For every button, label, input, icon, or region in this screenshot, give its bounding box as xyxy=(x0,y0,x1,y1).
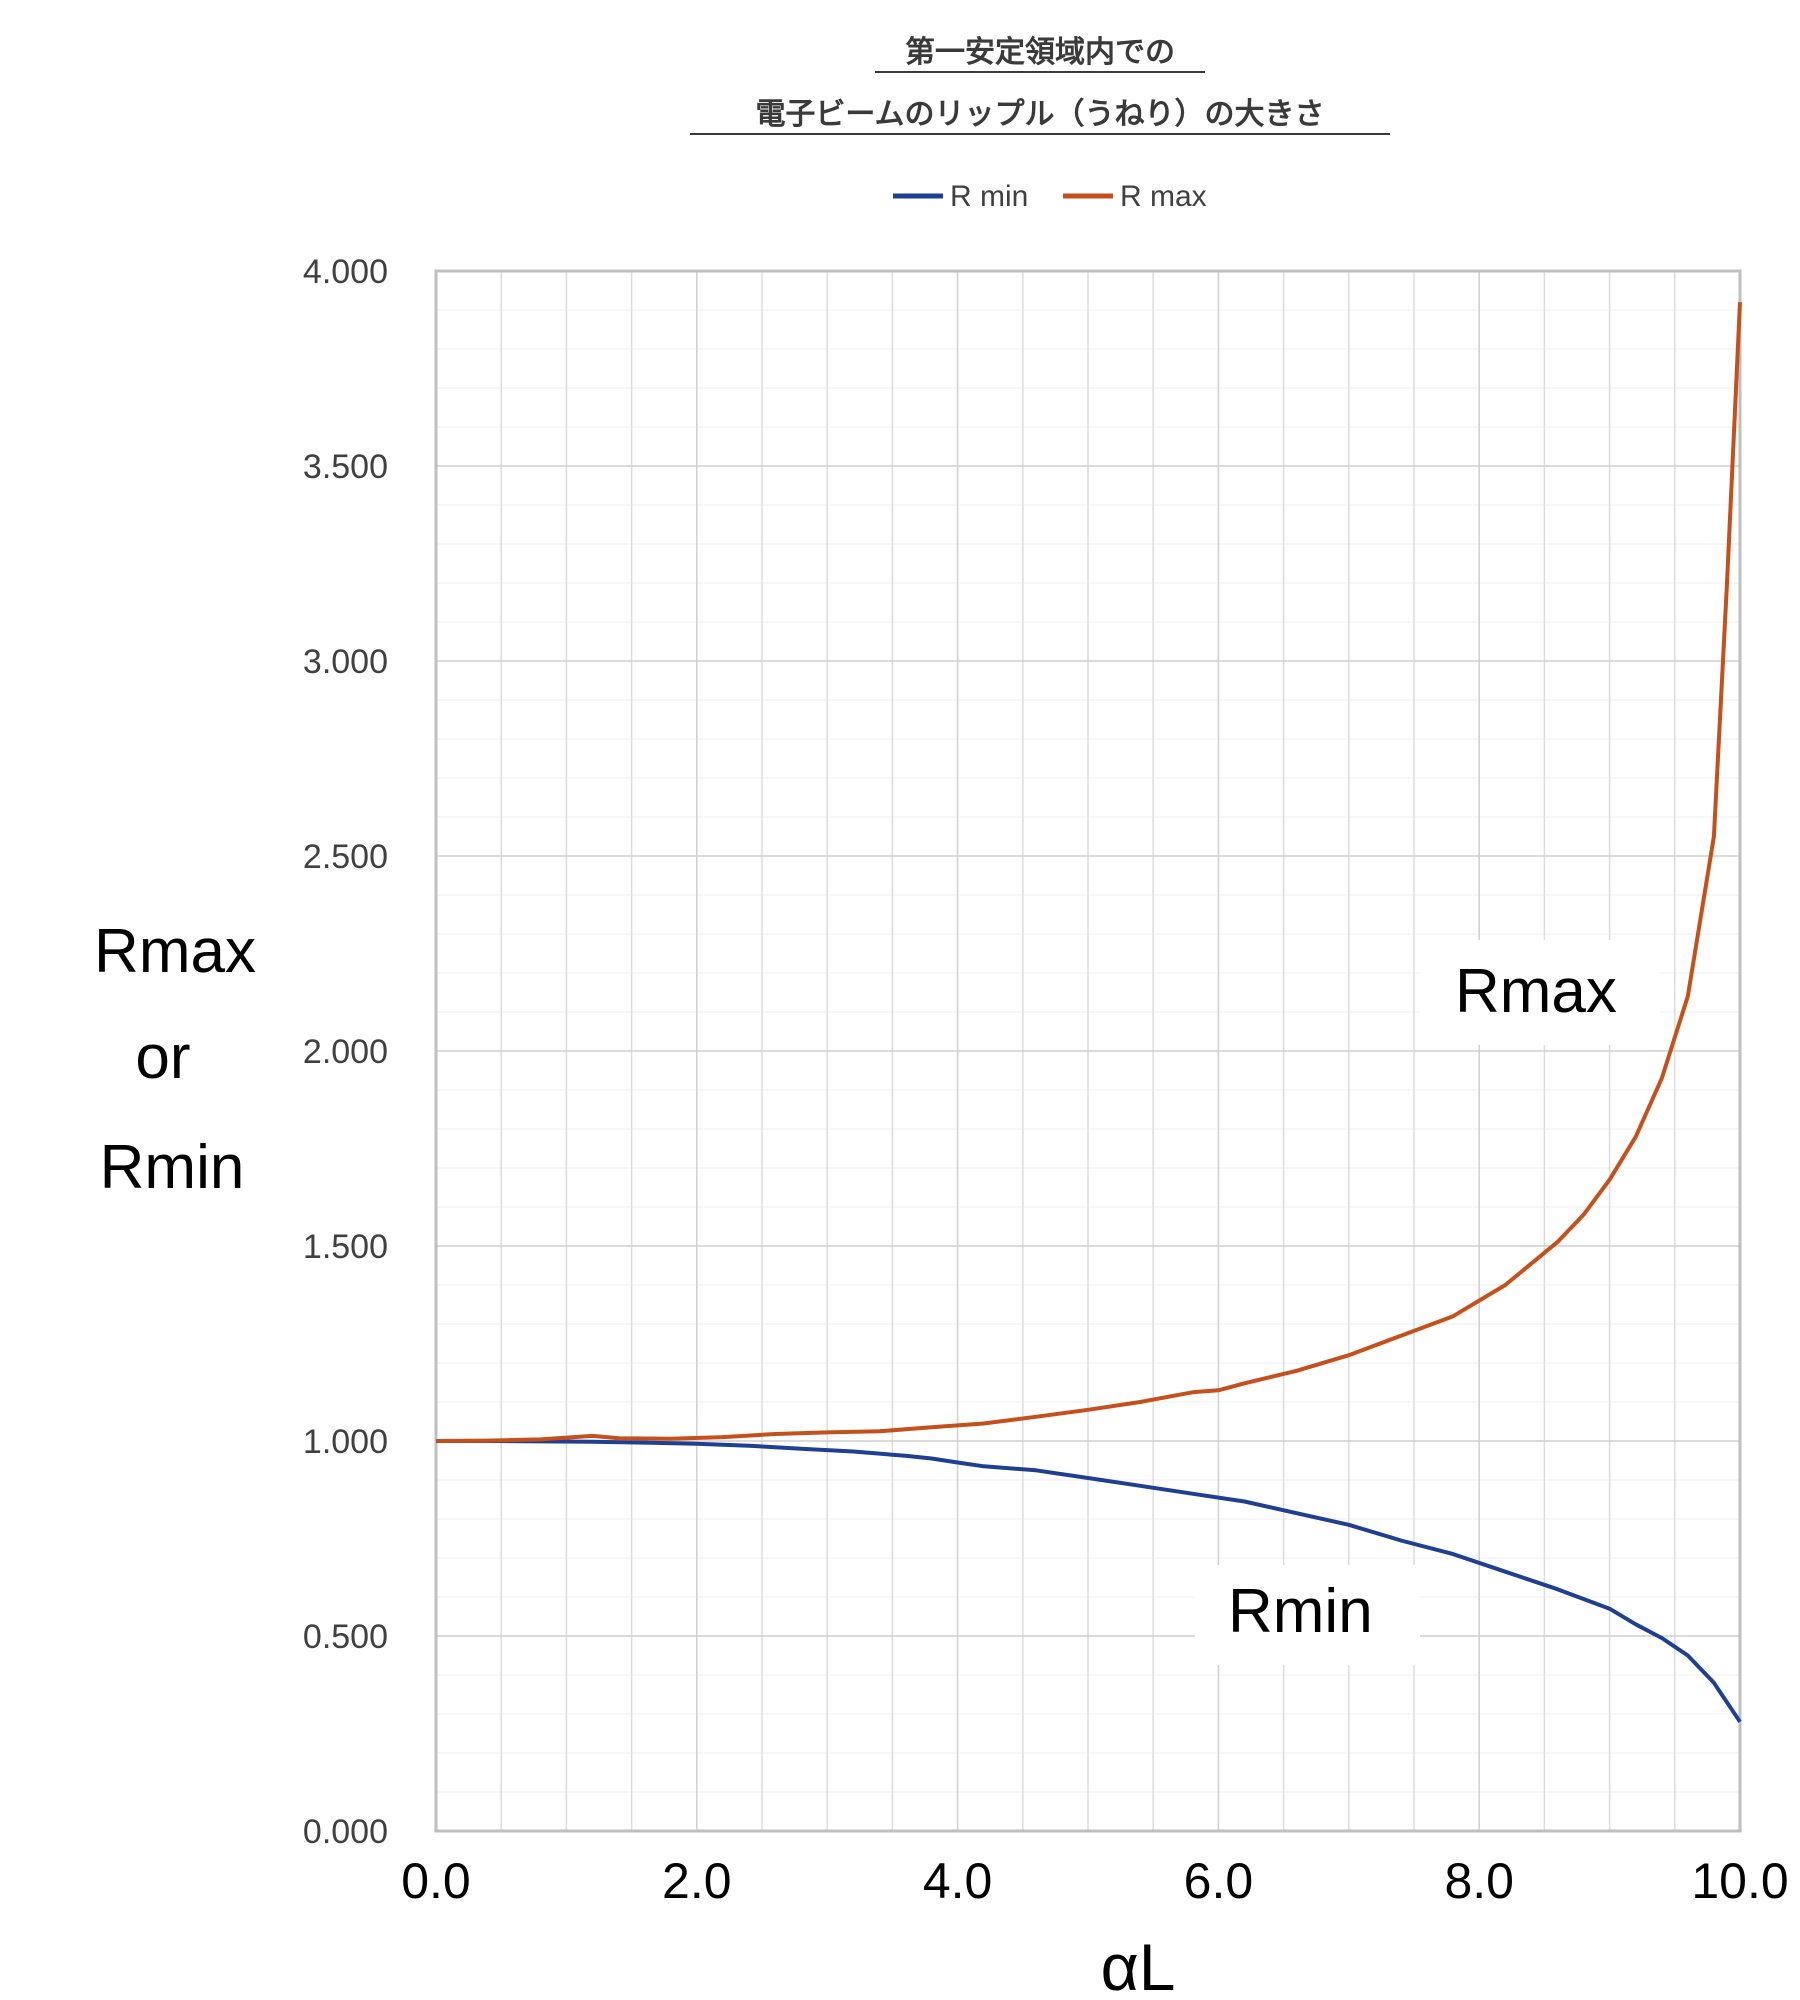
y-tick-label: 1.000 xyxy=(303,1423,388,1461)
grid-major xyxy=(436,271,1740,1831)
legend-label-rmax: R max xyxy=(1120,180,1207,213)
y-axis-title-line-1: Rmax xyxy=(94,917,256,986)
annotation-rmin: Rmin xyxy=(1228,1577,1373,1646)
y-tick-label: 0.000 xyxy=(303,1813,388,1851)
legend: R min R max xyxy=(893,180,1207,213)
series-line-rmin xyxy=(436,1439,1742,1723)
y-tick-label: 4.000 xyxy=(303,253,388,291)
y-tick-label: 2.500 xyxy=(303,838,388,876)
y-tick-label: 2.000 xyxy=(303,1033,388,1071)
x-tick-label: 8.0 xyxy=(1444,1853,1514,1909)
y-tick-label: 3.500 xyxy=(303,448,388,486)
y-tick-label: 1.500 xyxy=(303,1228,388,1266)
x-tick-label: 10.0 xyxy=(1691,1853,1788,1909)
x-axis-title: αL xyxy=(1101,1930,1176,2000)
annotation-rmax: Rmax xyxy=(1455,957,1617,1026)
y-tick-label: 0.500 xyxy=(303,1618,388,1656)
y-axis-title: Rmax or Rmin xyxy=(94,917,256,1202)
x-tick-label: 2.0 xyxy=(662,1853,732,1909)
chart-title: 第一安定領域内での 電子ビームのリップル（うねり）の大きさ xyxy=(690,35,1390,135)
x-tick-label: 6.0 xyxy=(1184,1853,1254,1909)
series-line-rmax xyxy=(435,302,1742,1443)
y-axis-ticks: 0.000 0.500 1.000 1.500 2.000 2.500 3.000 3.500… xyxy=(303,253,388,1851)
x-tick-label: 0.0 xyxy=(401,1853,471,1909)
x-tick-label: 4.0 xyxy=(923,1853,993,1909)
y-tick-label: 3.000 xyxy=(303,643,388,681)
plot-border xyxy=(434,269,1742,1833)
title-line-1: 第一安定領域内での xyxy=(905,35,1175,70)
y-axis-title-line-2: or xyxy=(135,1023,190,1092)
legend-label-rmin: R min xyxy=(950,180,1028,213)
y-axis-title-line-3: Rmin xyxy=(100,1133,245,1202)
title-line-2: 電子ビームのリップル（うねり）の大きさ xyxy=(755,97,1324,132)
annotation-rmin-bg xyxy=(1195,1565,1420,1665)
annotation-rmax-bg xyxy=(1420,940,1660,1045)
x-axis-ticks: 0.0 2.0 4.0 6.0 8.0 10.0 xyxy=(401,1853,1788,1909)
